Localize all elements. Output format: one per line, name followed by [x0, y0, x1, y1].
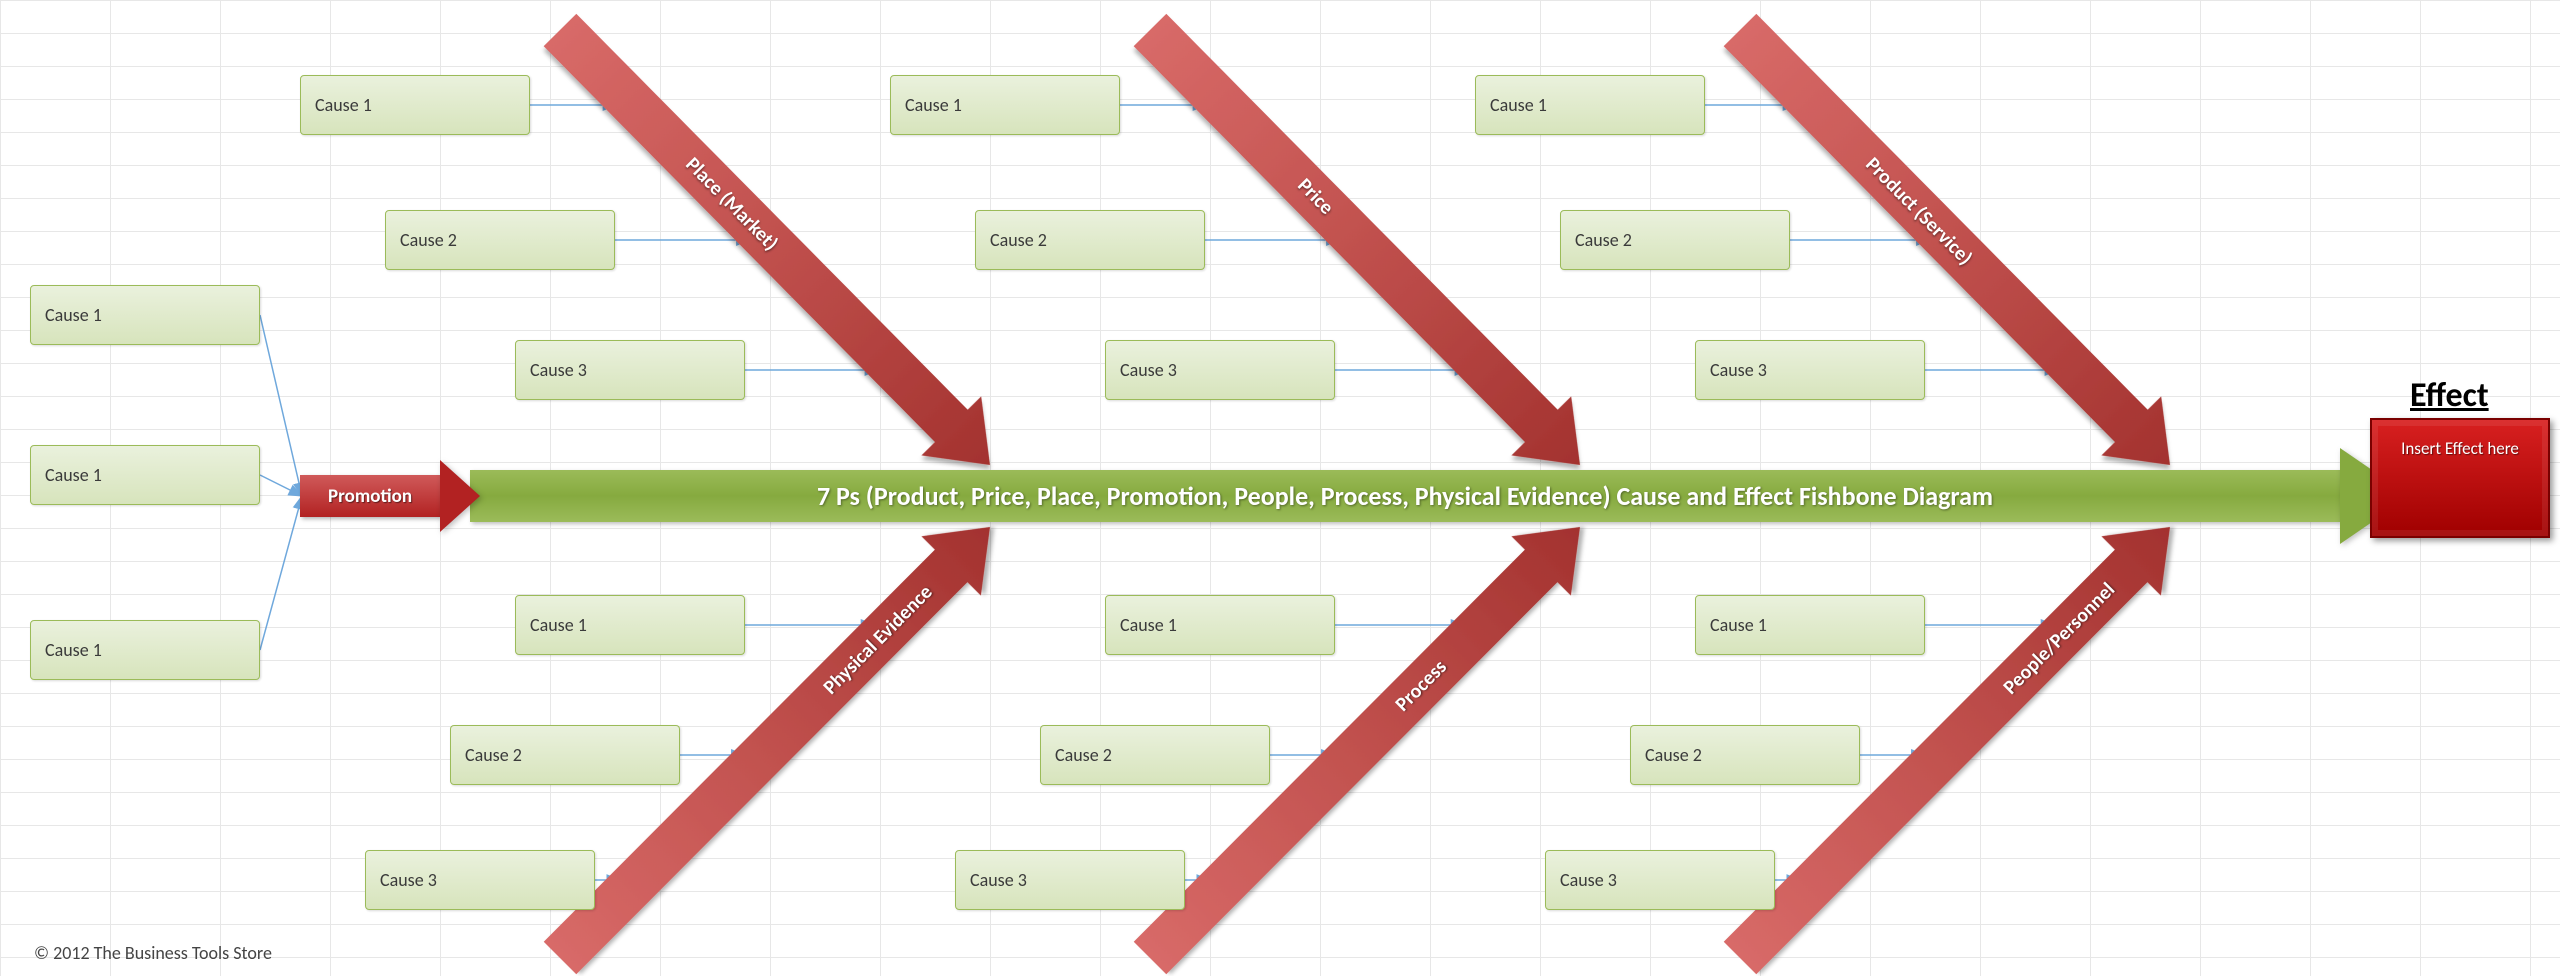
cause-physical-1-label: Cause 1: [530, 614, 587, 636]
cause-price-3-label: Cause 3: [1120, 359, 1177, 381]
cause-people-1[interactable]: Cause 1: [1695, 595, 1925, 655]
effect-box-text: Insert Effect here: [2401, 438, 2519, 459]
cause-promotion-1[interactable]: Cause 1: [30, 285, 260, 345]
cause-promotion-1-label: Cause 1: [45, 304, 102, 326]
spine-arrow: 7 Ps (Product, Price, Place, Promotion, …: [470, 470, 2340, 522]
cause-process-3-label: Cause 3: [970, 869, 1027, 891]
connector: [260, 475, 302, 496]
cause-promotion-2[interactable]: Cause 1: [30, 445, 260, 505]
cause-product-2-label: Cause 2: [1575, 229, 1632, 251]
connector: [260, 496, 302, 650]
cause-price-2-label: Cause 2: [990, 229, 1047, 251]
cause-process-1[interactable]: Cause 1: [1105, 595, 1335, 655]
cause-people-2-label: Cause 2: [1645, 744, 1702, 766]
cause-place-2-label: Cause 2: [400, 229, 457, 251]
cause-product-2[interactable]: Cause 2: [1560, 210, 1790, 270]
cause-process-1-label: Cause 1: [1120, 614, 1177, 636]
promotion-arrowhead: [440, 460, 480, 532]
cause-physical-2[interactable]: Cause 2: [450, 725, 680, 785]
connector: [260, 315, 302, 496]
cause-price-1[interactable]: Cause 1: [890, 75, 1120, 135]
cause-physical-1[interactable]: Cause 1: [515, 595, 745, 655]
cause-people-1-label: Cause 1: [1710, 614, 1767, 636]
copyright-text: © 2012 The Business Tools Store: [34, 942, 272, 964]
cause-process-2-label: Cause 2: [1055, 744, 1112, 766]
effect-box[interactable]: Insert Effect here: [2370, 418, 2550, 538]
cause-process-2[interactable]: Cause 2: [1040, 725, 1270, 785]
promotion-label: Promotion: [328, 485, 412, 508]
cause-product-3-label: Cause 3: [1710, 359, 1767, 381]
cause-place-1-label: Cause 1: [315, 94, 372, 116]
cause-place-3-label: Cause 3: [530, 359, 587, 381]
cause-promotion-3[interactable]: Cause 1: [30, 620, 260, 680]
fishbone-diagram: 7 Ps (Product, Price, Place, Promotion, …: [0, 0, 2560, 976]
cause-place-3[interactable]: Cause 3: [515, 340, 745, 400]
cause-people-3-label: Cause 3: [1560, 869, 1617, 891]
cause-price-1-label: Cause 1: [905, 94, 962, 116]
cause-product-3[interactable]: Cause 3: [1695, 340, 1925, 400]
cause-physical-3-label: Cause 3: [380, 869, 437, 891]
cause-product-1-label: Cause 1: [1490, 94, 1547, 116]
cause-promotion-3-label: Cause 1: [45, 639, 102, 661]
cause-place-1[interactable]: Cause 1: [300, 75, 530, 135]
spine-title: 7 Ps (Product, Price, Place, Promotion, …: [817, 480, 1993, 512]
cause-price-2[interactable]: Cause 2: [975, 210, 1205, 270]
cause-price-3[interactable]: Cause 3: [1105, 340, 1335, 400]
cause-process-3[interactable]: Cause 3: [955, 850, 1185, 910]
cause-physical-3[interactable]: Cause 3: [365, 850, 595, 910]
cause-promotion-2-label: Cause 1: [45, 464, 102, 486]
cause-physical-2-label: Cause 2: [465, 744, 522, 766]
promotion-bone: Promotion: [300, 475, 440, 517]
cause-people-3[interactable]: Cause 3: [1545, 850, 1775, 910]
cause-place-2[interactable]: Cause 2: [385, 210, 615, 270]
cause-product-1[interactable]: Cause 1: [1475, 75, 1705, 135]
cause-people-2[interactable]: Cause 2: [1630, 725, 1860, 785]
effect-title: Effect: [2410, 375, 2489, 416]
